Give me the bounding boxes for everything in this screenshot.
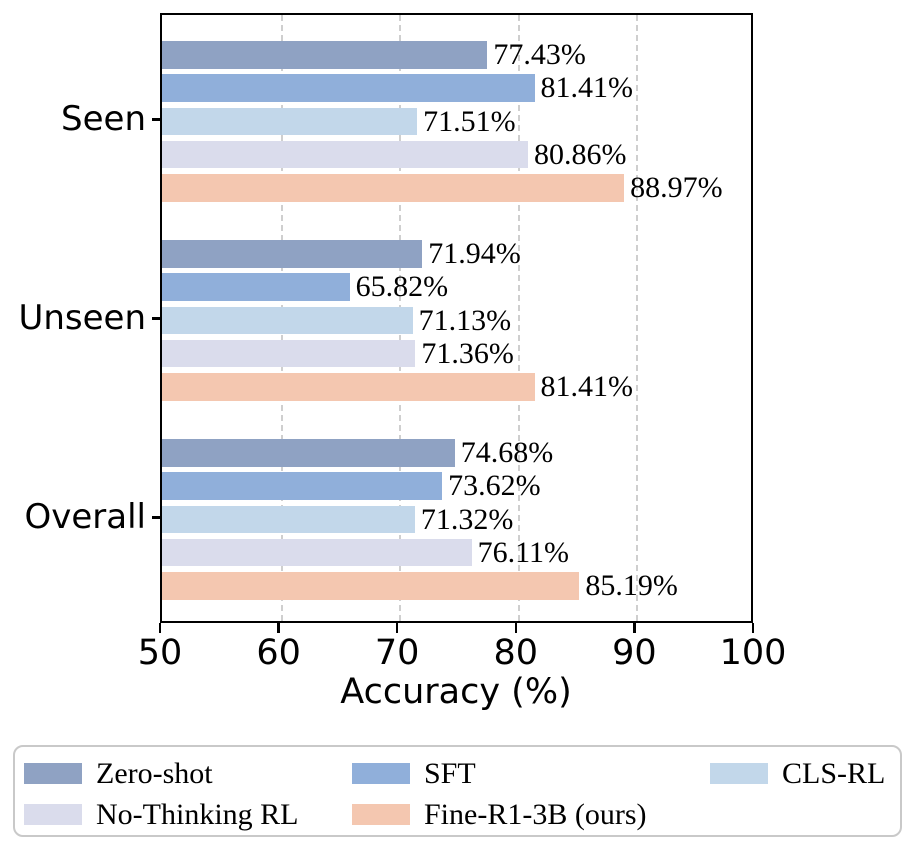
legend-label-no-thinking-rl: No-Thinking RL xyxy=(96,797,299,831)
bar-value-label: 71.32% xyxy=(420,502,514,536)
category-label-seen: Seen xyxy=(61,99,146,140)
bar-value-label: 71.13% xyxy=(418,303,512,337)
x-tick-label-80: 80 xyxy=(493,633,539,673)
legend-box: Zero-shot SFT CLS-RL No-Thinking RL Fine-R1-… xyxy=(13,745,902,837)
y-tick-mark xyxy=(152,118,160,121)
bar-value-label: 85.19% xyxy=(585,569,678,602)
bar-overall-no-thinking-rl xyxy=(162,538,472,567)
bar-unseen-sft xyxy=(162,273,350,301)
x-tick-mark-80 xyxy=(514,623,518,633)
x-tick-mark-100 xyxy=(751,623,755,633)
x-tick-mark-60 xyxy=(277,623,280,633)
legend-swatch-fine-r1-3b-ours- xyxy=(352,804,410,825)
bar-unseen-fine-r1-3b-ours- xyxy=(162,373,535,401)
bar-value-label: 76.11% xyxy=(477,535,570,569)
legend-swatch-zero-shot xyxy=(24,763,82,784)
bar-seen-sft xyxy=(162,74,535,102)
x-tick-mark-90 xyxy=(633,623,636,633)
legend-swatch-no-thinking-rl xyxy=(24,804,82,825)
bar-unseen-cls-rl xyxy=(162,306,413,334)
bar-seen-no-thinking-rl xyxy=(162,140,528,169)
bar-unseen-no-thinking-rl xyxy=(162,339,416,368)
category-label-overall: Overall xyxy=(24,497,146,538)
bar-value-label: 71.36% xyxy=(421,336,514,370)
gridline-80 xyxy=(517,15,520,621)
x-tick-label-50: 50 xyxy=(137,633,183,673)
plot-area: 77.43% 81.41% 71.51% 80.86% 88.97% 71.94% 65.8… xyxy=(160,13,753,623)
x-tick-mark-50 xyxy=(158,623,162,633)
x-tick-label-100: 100 xyxy=(719,633,787,673)
bar-value-label: 88.97% xyxy=(630,171,723,204)
x-tick-label-70: 70 xyxy=(374,633,420,673)
x-tick-label-60: 60 xyxy=(256,633,301,673)
bar-value-label: 77.43% xyxy=(493,38,586,71)
legend-label-zero-shot: Zero-shot xyxy=(96,756,213,790)
bar-overall-cls-rl xyxy=(162,505,415,533)
bar-overall-fine-r1-3b-ours- xyxy=(162,572,580,600)
category-label-unseen: Unseen xyxy=(18,298,146,339)
bar-overall-sft xyxy=(162,472,443,500)
bar-value-label: 80.86% xyxy=(533,137,627,171)
gridline-90 xyxy=(636,15,639,621)
bar-value-label: 71.94% xyxy=(428,237,521,270)
y-tick-mark xyxy=(152,317,160,320)
bar-unseen-zero-shot xyxy=(162,240,423,268)
y-tick-mark xyxy=(152,516,160,519)
x-tick-mark-70 xyxy=(395,623,399,633)
bar-seen-zero-shot xyxy=(162,41,488,69)
bar-value-label: 71.51% xyxy=(423,104,516,138)
bar-seen-fine-r1-3b-ours- xyxy=(162,174,625,202)
bar-value-label: 81.41% xyxy=(540,71,634,105)
bar-value-label: 74.68% xyxy=(460,436,554,469)
bar-value-label: 65.82% xyxy=(355,270,449,304)
bar-value-label: 81.41% xyxy=(540,370,634,403)
bar-seen-cls-rl xyxy=(162,107,418,135)
x-tick-label-90: 90 xyxy=(612,633,657,673)
legend-swatch-sft xyxy=(352,763,410,784)
legend-label-cls-rl: CLS-RL xyxy=(782,756,886,790)
legend-label-fine-r1-3b-ours-: Fine-R1-3B (ours) xyxy=(424,797,647,831)
bar-overall-zero-shot xyxy=(162,439,455,467)
x-axis-title: Accuracy (%) xyxy=(340,672,572,712)
bar-value-label: 73.62% xyxy=(448,469,541,503)
legend-swatch-cls-rl xyxy=(710,763,768,784)
legend-label-sft: SFT xyxy=(424,756,476,790)
